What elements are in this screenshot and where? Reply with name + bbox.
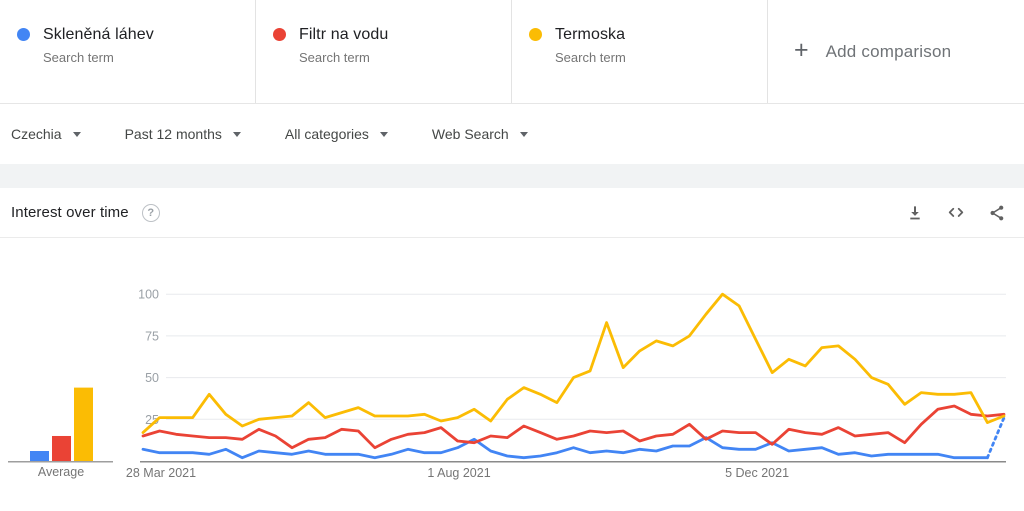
- chevron-down-icon: [72, 132, 81, 137]
- y-axis-label: 50: [145, 371, 159, 385]
- term-color-dot-yellow: [529, 28, 542, 41]
- chart-actions: [902, 200, 1010, 226]
- term-card-text: Filtr na vodu Search term: [299, 25, 388, 103]
- comparison-terms-row: Skleněná láhev Search term Filtr na vodu…: [0, 0, 1024, 104]
- term-card-3[interactable]: Termoska Search term: [512, 0, 768, 103]
- term-subtitle: Search term: [299, 50, 370, 66]
- section-title: Interest over time: [11, 204, 129, 221]
- term-card-text: Termoska Search term: [555, 25, 626, 103]
- x-axis-label: 28 Mar 2021: [126, 466, 196, 480]
- series-line-dashed: [986, 416, 1006, 460]
- filters-row: Czechia Past 12 months All categories We…: [0, 104, 1024, 164]
- average-label: Average: [38, 465, 84, 479]
- download-icon[interactable]: [902, 200, 928, 226]
- series-line: [141, 292, 1006, 435]
- time-filter-label: Past 12 months: [124, 126, 222, 142]
- term-title: Skleněná láhev: [43, 26, 154, 43]
- x-axis-label: 1 Aug 2021: [427, 466, 490, 480]
- geo-filter-dropdown[interactable]: Czechia: [11, 126, 81, 142]
- search-type-filter-dropdown[interactable]: Web Search: [432, 126, 528, 142]
- average-bar: [52, 435, 71, 461]
- embed-code-icon[interactable]: [943, 200, 969, 226]
- plus-icon: +: [794, 36, 809, 64]
- chevron-down-icon: [519, 132, 528, 137]
- average-bar: [30, 450, 49, 461]
- series-line: [141, 436, 989, 460]
- page-background-gap: [0, 164, 1024, 188]
- term-card-1[interactable]: Skleněná láhev Search term: [0, 0, 256, 103]
- interest-over-time-chart: 25 50 75 100 28 Mar 2021 1 Aug 2021 5 Dec 2021…: [8, 288, 1006, 480]
- help-icon[interactable]: ?: [141, 203, 160, 222]
- term-subtitle: Search term: [555, 50, 626, 66]
- term-card-text: Skleněná láhev Search term: [43, 25, 154, 103]
- term-title: Termoska: [555, 26, 626, 43]
- chevron-down-icon: [232, 132, 241, 137]
- x-axis-label: 5 Dec 2021: [725, 466, 789, 480]
- interest-over-time-card: Interest over time ?: [0, 188, 1024, 511]
- y-axis-label: 100: [138, 288, 159, 302]
- share-icon[interactable]: [984, 200, 1010, 226]
- time-filter-dropdown[interactable]: Past 12 months: [125, 126, 241, 142]
- category-filter-label: All categories: [284, 126, 369, 142]
- search-type-filter-label: Web Search: [431, 126, 509, 142]
- category-filter-dropdown[interactable]: All categories: [285, 126, 388, 142]
- term-color-dot-red: [273, 28, 286, 41]
- chart-header: Interest over time ?: [0, 188, 1024, 238]
- chart-body: 25 50 75 100 28 Mar 2021 1 Aug 2021 5 Dec 2021…: [0, 238, 1024, 511]
- chevron-down-icon: [379, 132, 388, 137]
- geo-filter-label: Czechia: [11, 126, 62, 142]
- term-subtitle: Search term: [43, 50, 114, 66]
- add-comparison-button[interactable]: + Add comparison: [768, 0, 1024, 103]
- add-comparison-label: Add comparison: [825, 41, 952, 61]
- average-bar: [74, 387, 93, 461]
- term-color-dot-blue: [17, 28, 30, 41]
- term-title: Filtr na vodu: [299, 26, 389, 43]
- y-axis-label: 75: [145, 329, 159, 343]
- term-card-2[interactable]: Filtr na vodu Search term: [256, 0, 512, 103]
- series-line: [141, 404, 1006, 450]
- y-axis-label: 25: [145, 413, 159, 427]
